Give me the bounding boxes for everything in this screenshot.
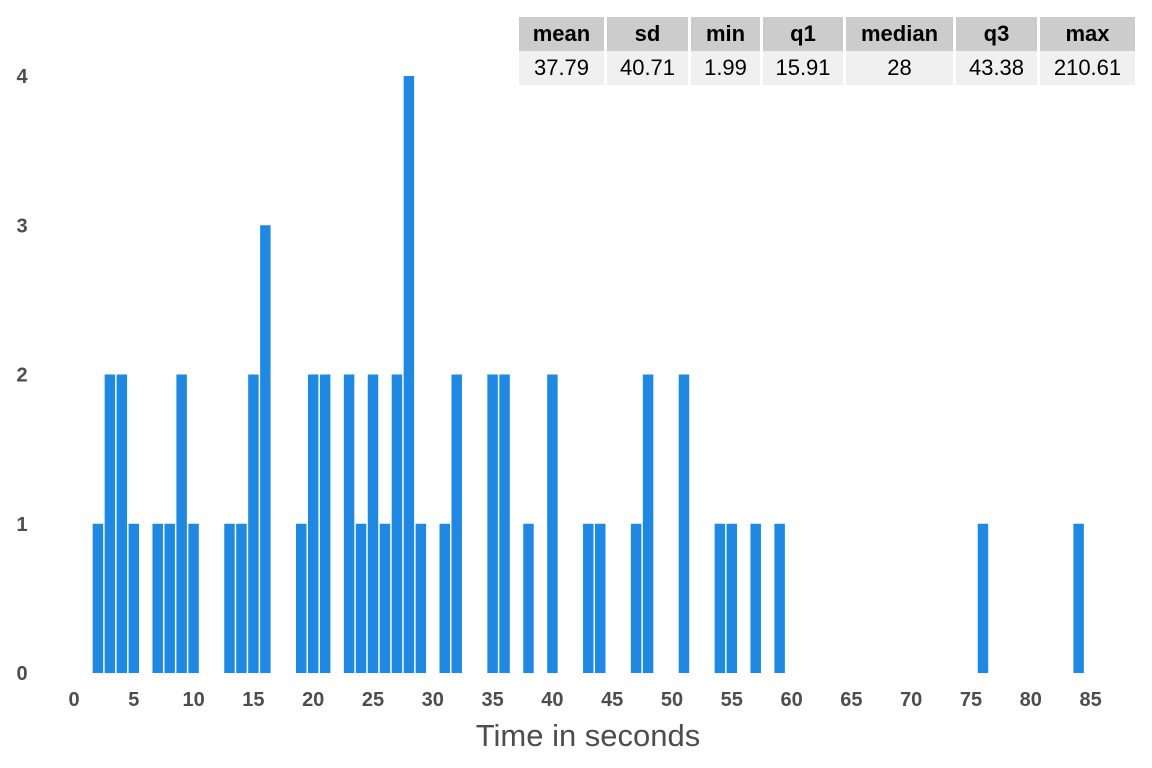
histogram-bar <box>415 523 427 673</box>
y-tick-label: 1 <box>16 514 27 536</box>
x-tick-label: 65 <box>840 689 862 711</box>
stats-value-mean: 37.79 <box>519 51 604 85</box>
histogram-bar <box>977 523 989 673</box>
histogram-bar <box>128 523 140 673</box>
x-tick-label: 50 <box>661 689 683 711</box>
x-tick-label: 55 <box>721 689 743 711</box>
histogram-bar <box>774 523 785 673</box>
stats-header-mean: mean <box>519 17 604 51</box>
x-tick-label: 15 <box>242 689 264 711</box>
summary-stats-table: mean sd min q1 median q3 max 37.79 40.71… <box>516 17 1138 85</box>
histogram-bar <box>367 374 379 673</box>
stats-value-median: 28 <box>846 51 953 85</box>
stats-header-q3: q3 <box>956 17 1037 51</box>
histogram-bar <box>439 523 450 673</box>
histogram-bar <box>319 374 331 673</box>
histogram-bar <box>487 374 498 673</box>
histogram-bar <box>236 523 247 673</box>
x-tick-label: 5 <box>128 689 139 711</box>
histogram-bar <box>307 374 319 673</box>
x-tick-label: 30 <box>422 689 444 711</box>
histogram-bar <box>248 374 259 673</box>
histogram-bar <box>1073 523 1084 673</box>
x-tick-label: 85 <box>1079 689 1101 711</box>
stats-value-sd: 40.71 <box>607 51 688 85</box>
x-tick-label: 20 <box>302 689 324 711</box>
histogram-bar <box>642 374 654 673</box>
x-axis-ticks: 0 5 10 15 20 25 30 35 40 45 50 55 60 65 70 75 80 85 <box>68 689 1101 711</box>
x-tick-label: 80 <box>1020 689 1042 711</box>
histogram-bar <box>499 374 510 673</box>
x-tick-label: 25 <box>362 689 384 711</box>
histogram-bar <box>104 374 116 673</box>
histogram-bar <box>343 374 355 673</box>
histogram-bar <box>379 523 391 673</box>
x-tick-label: 35 <box>481 689 503 711</box>
x-tick-label: 0 <box>68 689 79 711</box>
y-axis-ticks: 0 1 2 3 4 <box>16 66 28 685</box>
y-tick-label: 3 <box>16 215 27 237</box>
x-tick-label: 60 <box>780 689 802 711</box>
bars-group <box>92 76 1084 673</box>
histogram-bar <box>188 523 199 673</box>
histogram-bar <box>630 523 642 673</box>
histogram-bar <box>714 523 726 673</box>
y-tick-label: 4 <box>16 66 28 88</box>
x-tick-label: 40 <box>541 689 563 711</box>
histogram-bar <box>595 523 606 673</box>
histogram-bar <box>391 374 403 673</box>
y-tick-label: 2 <box>16 365 27 387</box>
histogram-bar <box>403 76 415 673</box>
stats-value-max: 210.61 <box>1040 51 1135 85</box>
histogram-bar <box>152 523 163 673</box>
histogram-bar <box>92 523 104 673</box>
stats-header-median: median <box>846 17 953 51</box>
x-axis-title: Time in seconds <box>476 718 701 753</box>
histogram-bar <box>547 374 558 673</box>
stats-header-max: max <box>1040 17 1135 51</box>
stats-value-q1: 15.91 <box>763 51 843 85</box>
stats-header-row: mean sd min q1 median q3 max <box>519 17 1135 51</box>
stats-value-q3: 43.38 <box>956 51 1037 85</box>
x-tick-label: 75 <box>960 689 982 711</box>
histogram-bar <box>750 523 761 673</box>
histogram-bar <box>678 374 690 673</box>
histogram-bar <box>583 523 594 673</box>
stats-header-sd: sd <box>607 17 688 51</box>
histogram-bar <box>224 523 235 673</box>
histogram-bar <box>296 523 307 673</box>
stats-value-min: 1.99 <box>691 51 760 85</box>
stats-header-min: min <box>691 17 760 51</box>
histogram-bar <box>116 374 128 673</box>
histogram-bar <box>260 225 271 673</box>
x-tick-label: 70 <box>900 689 922 711</box>
histogram-bar <box>726 523 738 673</box>
x-tick-label: 45 <box>601 689 623 711</box>
histogram-bar <box>355 523 367 673</box>
stats-value-row: 37.79 40.71 1.99 15.91 28 43.38 210.61 <box>519 51 1135 85</box>
histogram-bar <box>523 523 534 673</box>
x-tick-label: 10 <box>182 689 204 711</box>
y-tick-label: 0 <box>16 663 27 685</box>
histogram-bar <box>176 374 187 673</box>
histogram-bar <box>451 374 462 673</box>
histogram-bar <box>164 523 175 673</box>
stats-header-q1: q1 <box>763 17 843 51</box>
